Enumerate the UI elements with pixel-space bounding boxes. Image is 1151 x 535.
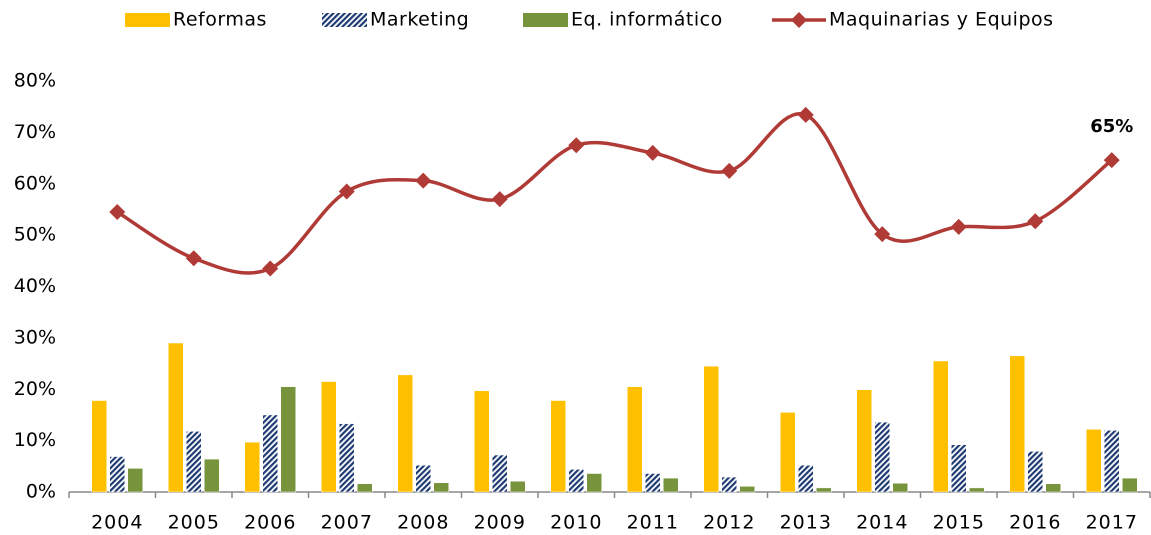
legend-swatch <box>523 13 568 27</box>
marker <box>721 162 738 179</box>
y-tick-label: 80% <box>14 70 56 92</box>
marker <box>1103 152 1120 169</box>
bar <box>321 381 337 493</box>
bar <box>91 400 107 493</box>
y-tick-label: 60% <box>14 172 56 194</box>
bar <box>780 412 796 493</box>
x-tick-label: 2014 <box>856 512 908 534</box>
y-tick-label: 50% <box>14 224 56 246</box>
bar <box>951 444 967 493</box>
legend-marker <box>791 12 807 28</box>
marker <box>644 144 661 161</box>
bar <box>1122 477 1138 493</box>
bar <box>703 365 719 493</box>
marker <box>1027 213 1044 230</box>
x-tick-label: 2007 <box>321 512 373 534</box>
bar <box>892 483 908 493</box>
bar <box>856 389 872 493</box>
marker <box>185 250 202 267</box>
bar <box>816 487 832 493</box>
y-tick-label: 10% <box>14 429 56 451</box>
bar <box>339 423 355 493</box>
bar <box>663 477 679 493</box>
bar <box>168 342 184 493</box>
bar <box>1086 429 1102 493</box>
marker <box>491 191 508 208</box>
bar <box>357 483 373 493</box>
bar <box>262 414 278 493</box>
x-tick-label: 2012 <box>703 512 755 534</box>
bar <box>721 476 737 493</box>
legend-swatch <box>322 13 367 27</box>
y-tick-label: 30% <box>14 326 56 348</box>
y-tick-label: 0% <box>26 481 56 503</box>
bar <box>415 465 431 493</box>
bar <box>510 480 526 493</box>
bar <box>433 482 449 493</box>
bar <box>798 465 814 493</box>
bar <box>933 360 949 493</box>
bar <box>280 386 296 493</box>
x-tick-label: 2013 <box>780 512 832 534</box>
x-tick-label: 2004 <box>91 512 143 534</box>
x-tick-label: 2009 <box>474 512 526 534</box>
x-tick-label: 2011 <box>627 512 679 534</box>
bar <box>645 473 661 493</box>
bar <box>550 400 566 493</box>
x-tick-label: 2008 <box>397 512 449 534</box>
bar <box>586 473 602 493</box>
line <box>116 111 1113 275</box>
bar <box>474 390 490 493</box>
bar <box>397 374 413 493</box>
legend-label: Marketing <box>370 9 469 31</box>
x-tick-label: 2016 <box>1009 512 1061 534</box>
bar <box>1045 483 1061 493</box>
x-tick-label: 2006 <box>244 512 296 534</box>
marker <box>950 218 967 235</box>
bar <box>204 458 220 493</box>
marker <box>262 260 279 277</box>
bar <box>874 421 890 493</box>
marker <box>568 137 585 154</box>
bar <box>1009 355 1025 493</box>
marker <box>874 226 891 243</box>
legend-swatch <box>125 13 170 27</box>
bar <box>109 456 125 493</box>
marker <box>797 106 814 123</box>
bar <box>969 487 985 493</box>
legend-label: Reformas <box>173 9 267 31</box>
bar <box>1104 430 1120 493</box>
marker <box>415 172 432 189</box>
marker <box>109 204 126 221</box>
marker <box>338 183 355 200</box>
y-tick-label: 40% <box>14 275 56 297</box>
y-tick-label: 20% <box>14 378 56 400</box>
bar <box>492 454 508 493</box>
bar <box>244 441 260 493</box>
data-label: 65% <box>1090 116 1133 137</box>
y-tick-label: 70% <box>14 121 56 143</box>
legend-label: Eq. informático <box>571 9 723 31</box>
bar <box>739 486 755 493</box>
x-tick-label: 2010 <box>550 512 602 534</box>
x-tick-label: 2015 <box>933 512 985 534</box>
x-tick-label: 2017 <box>1086 512 1138 534</box>
bar <box>1027 451 1043 493</box>
bar <box>568 469 584 493</box>
legend-label: Maquinarias y Equipos <box>829 9 1054 31</box>
bar <box>627 386 643 493</box>
bar <box>186 431 202 493</box>
x-tick-label: 2005 <box>168 512 220 534</box>
bar <box>127 468 143 493</box>
